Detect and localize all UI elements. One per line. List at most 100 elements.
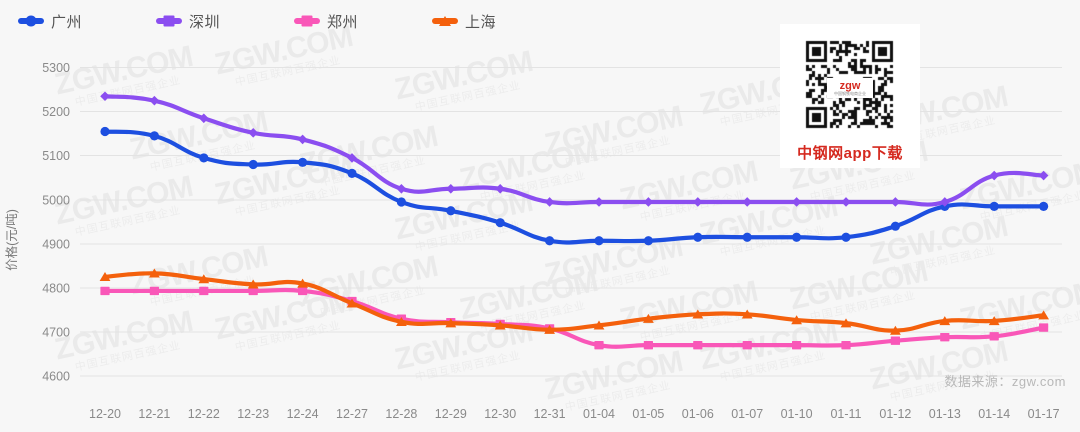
data-point[interactable] bbox=[149, 95, 160, 106]
data-point[interactable] bbox=[248, 159, 258, 170]
data-point[interactable] bbox=[99, 272, 111, 282]
y-axis-title: 价格(元/吨) bbox=[4, 209, 19, 271]
data-point[interactable] bbox=[1039, 201, 1049, 211]
qr-logo-main-text: zgw bbox=[839, 79, 861, 92]
data-point[interactable] bbox=[199, 286, 209, 296]
x-axis-tick-label: 12-22 bbox=[188, 407, 220, 421]
data-point[interactable] bbox=[939, 316, 951, 326]
data-point[interactable] bbox=[347, 153, 357, 163]
x-axis-tick-label: 01-07 bbox=[731, 407, 763, 421]
data-point[interactable] bbox=[347, 168, 357, 178]
data-point[interactable] bbox=[149, 286, 159, 296]
data-point[interactable] bbox=[890, 336, 900, 345]
data-point[interactable] bbox=[149, 268, 160, 278]
legend-item-广州[interactable]: 广州 bbox=[18, 11, 82, 32]
data-point[interactable] bbox=[692, 309, 704, 319]
data-point[interactable] bbox=[940, 333, 950, 342]
data-point[interactable] bbox=[643, 236, 654, 246]
data-point[interactable] bbox=[643, 313, 654, 323]
data-point[interactable] bbox=[445, 318, 457, 328]
data-point[interactable] bbox=[445, 183, 456, 194]
y-axis-tick-label: 4900 bbox=[42, 237, 70, 251]
legend-swatch-square-icon bbox=[294, 15, 321, 27]
data-point[interactable] bbox=[594, 340, 604, 350]
data-point[interactable] bbox=[198, 274, 210, 284]
data-point[interactable] bbox=[742, 197, 753, 207]
legend-item-label: 深圳 bbox=[189, 13, 221, 31]
data-point[interactable] bbox=[988, 316, 1000, 326]
data-point[interactable] bbox=[100, 126, 110, 137]
data-point[interactable] bbox=[693, 232, 703, 242]
data-point[interactable] bbox=[1038, 170, 1049, 181]
x-axis-tick-label: 12-28 bbox=[385, 407, 417, 421]
data-point[interactable] bbox=[594, 236, 604, 246]
data-point[interactable] bbox=[545, 236, 555, 246]
data-point[interactable] bbox=[446, 206, 456, 216]
data-point[interactable] bbox=[989, 332, 999, 341]
legend-marker-icon bbox=[25, 15, 37, 27]
data-point[interactable] bbox=[841, 197, 851, 207]
data-point[interactable] bbox=[741, 309, 753, 319]
data-point[interactable] bbox=[298, 286, 308, 296]
x-axis-tick-label: 12-24 bbox=[287, 407, 319, 421]
data-point[interactable] bbox=[495, 183, 506, 194]
data-point[interactable] bbox=[989, 201, 999, 211]
data-point[interactable] bbox=[149, 131, 159, 141]
data-point[interactable] bbox=[890, 221, 901, 231]
data-point[interactable] bbox=[989, 170, 1000, 181]
data-point[interactable] bbox=[792, 232, 802, 242]
data-point[interactable] bbox=[100, 91, 110, 102]
legend-swatch-diamond-icon bbox=[156, 15, 183, 27]
data-point[interactable] bbox=[544, 324, 555, 334]
data-point[interactable] bbox=[840, 318, 852, 328]
data-point[interactable] bbox=[939, 197, 950, 207]
data-point[interactable] bbox=[692, 197, 703, 207]
data-point[interactable] bbox=[841, 232, 851, 242]
x-axis-tick-label: 12-29 bbox=[435, 407, 467, 421]
data-point[interactable] bbox=[643, 197, 654, 207]
y-axis-tick-label: 5300 bbox=[42, 61, 70, 75]
data-point[interactable] bbox=[742, 232, 752, 242]
data-point[interactable] bbox=[248, 128, 259, 138]
data-point[interactable] bbox=[890, 325, 901, 335]
data-point[interactable] bbox=[297, 278, 308, 288]
data-point[interactable] bbox=[890, 197, 901, 207]
data-point[interactable] bbox=[594, 197, 604, 207]
data-point[interactable] bbox=[247, 279, 259, 289]
legend-item-郑州[interactable]: 郑州 bbox=[294, 11, 358, 32]
data-point[interactable] bbox=[494, 320, 506, 330]
data-point[interactable] bbox=[298, 157, 308, 167]
data-point[interactable] bbox=[100, 286, 110, 296]
x-axis-tick-label: 01-14 bbox=[978, 407, 1010, 421]
qr-caption-label: 中钢网app下载 bbox=[797, 145, 903, 162]
data-point[interactable] bbox=[495, 218, 505, 228]
legend-item-深圳[interactable]: 深圳 bbox=[156, 11, 220, 32]
data-point[interactable] bbox=[792, 340, 802, 350]
series-line-深圳 bbox=[102, 94, 1046, 207]
data-point[interactable] bbox=[1038, 310, 1049, 320]
data-point[interactable] bbox=[693, 340, 703, 350]
data-point[interactable] bbox=[199, 153, 209, 163]
data-point[interactable] bbox=[396, 316, 407, 326]
data-point[interactable] bbox=[841, 340, 851, 350]
data-point[interactable] bbox=[248, 286, 258, 296]
x-axis-tick-label: 12-20 bbox=[89, 407, 121, 421]
x-axis-tick-label: 01-17 bbox=[1028, 407, 1060, 421]
data-point[interactable] bbox=[742, 340, 752, 350]
data-point[interactable] bbox=[593, 320, 605, 330]
data-point[interactable] bbox=[643, 340, 653, 350]
legend-item-上海[interactable]: 上海 bbox=[432, 11, 496, 32]
x-axis-tick-label: 12-27 bbox=[336, 407, 368, 421]
series-广州 bbox=[100, 126, 1049, 246]
data-point[interactable] bbox=[1039, 323, 1049, 332]
data-point[interactable] bbox=[544, 197, 555, 207]
x-axis-tick-label: 01-05 bbox=[632, 407, 664, 421]
data-point[interactable] bbox=[346, 298, 358, 308]
data-point[interactable] bbox=[198, 113, 209, 124]
data-point[interactable] bbox=[791, 197, 802, 207]
qr-code-block[interactable]: zgw 中国钢铁电商企业 中钢网app下载 bbox=[780, 24, 920, 168]
data-point[interactable] bbox=[297, 134, 308, 145]
data-point[interactable] bbox=[791, 315, 802, 325]
data-point[interactable] bbox=[396, 197, 406, 207]
